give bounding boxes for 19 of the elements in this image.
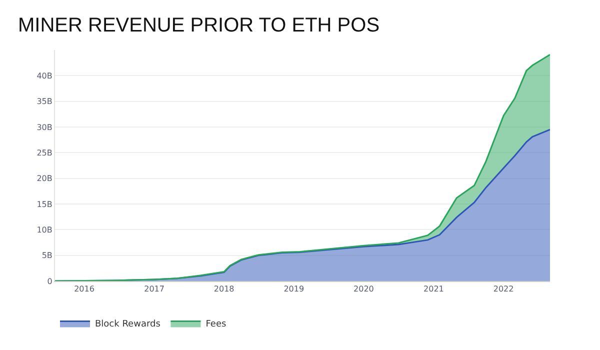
y-tick-label: 35B [36,97,52,106]
x-tick-label: 2016 [74,284,94,294]
x-tick-label: 2018 [214,284,234,294]
x-tick-label: 2022 [493,284,514,294]
x-tick-label: 2020 [354,284,374,294]
y-tick-label: 25B [36,148,52,158]
y-tick-label: 40B [36,71,52,80]
chart-title: MINER REVENUE PRIOR TO ETH POS [18,14,380,36]
y-tick-label: 5B [42,251,52,260]
legend-label: Block Rewards [95,320,161,330]
y-tick-label: 15B [36,200,52,209]
y-tick-label: 30B [36,122,52,132]
x-tick-label: 2019 [284,284,304,294]
legend-label: Fees [206,320,226,330]
y-tick-label: 0 [47,276,52,286]
y-tick-label: 10B [36,225,52,234]
x-tick-label: 2017 [144,284,164,294]
y-tick-label: 20B [36,174,52,184]
x-tick-label: 2021 [424,284,444,294]
